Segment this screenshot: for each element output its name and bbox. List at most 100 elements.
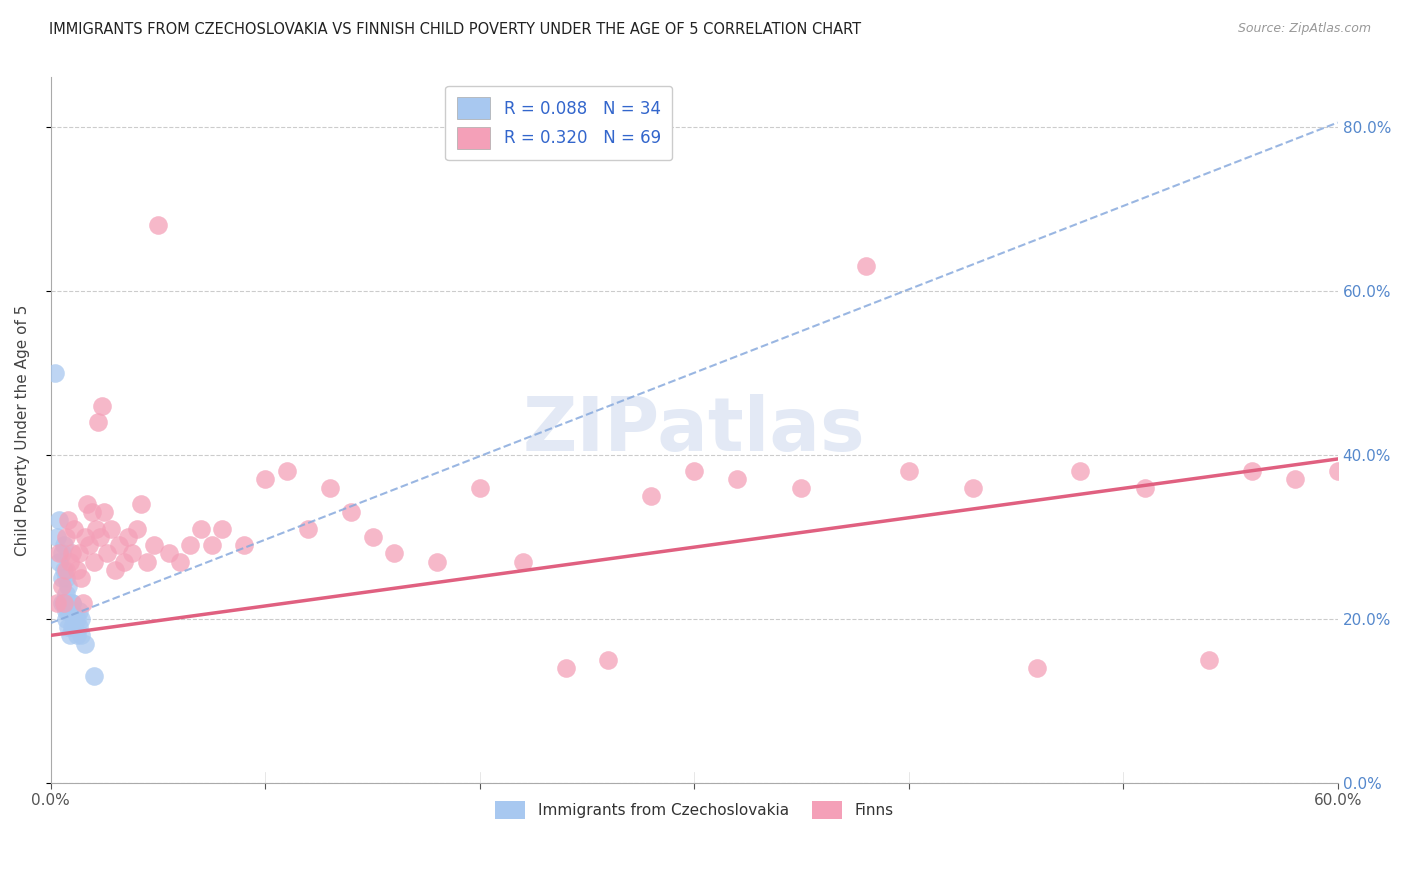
Point [468,481,491,495]
Point [55,563,77,577]
Point [56,514,79,528]
Point [51,595,73,609]
Point [83,669,105,683]
Point [1026,661,1049,675]
Point [361,530,384,544]
Point [297,522,319,536]
Y-axis label: Child Poverty Under the Age of 5: Child Poverty Under the Age of 5 [15,304,30,556]
Point [59,628,82,642]
Text: Source: ZipAtlas.com: Source: ZipAtlas.com [1237,22,1371,36]
Point [51,546,73,560]
Point [63,620,86,634]
Point [276,464,298,478]
Point [1069,464,1091,478]
Point [1240,464,1263,478]
Point [76,497,98,511]
Point [44,366,66,380]
Point [1284,473,1306,487]
Point [75,530,97,544]
Point [56,595,79,609]
Point [55,587,77,601]
Point [72,595,94,609]
Legend: Immigrants from Czechoslovakia, Finns: Immigrants from Czechoslovakia, Finns [489,795,900,825]
Point [790,481,813,495]
Point [75,636,97,650]
Point [962,481,984,495]
Point [104,563,127,577]
Point [59,604,82,618]
Point [51,571,73,585]
Point [56,620,79,634]
Point [382,546,405,560]
Point [89,530,111,544]
Point [87,415,110,429]
Point [855,259,877,273]
Point [554,661,576,675]
Point [48,514,70,528]
Point [55,604,77,618]
Point [52,538,75,552]
Point [46,530,69,544]
Point [59,555,82,569]
Point [112,555,135,569]
Point [96,546,118,560]
Point [60,546,83,560]
Point [70,571,93,585]
Point [51,579,73,593]
Point [79,538,101,552]
Point [340,505,363,519]
Point [117,530,139,544]
Point [65,563,87,577]
Point [232,538,254,552]
Point [1326,464,1348,478]
Point [91,399,114,413]
Point [426,555,449,569]
Point [93,505,115,519]
Point [83,555,105,569]
Point [52,595,75,609]
Point [683,464,706,478]
Point [80,505,103,519]
Point [55,530,77,544]
Point [254,473,277,487]
Point [1198,653,1220,667]
Point [125,522,148,536]
Point [70,612,93,626]
Point [84,522,107,536]
Point [67,620,90,634]
Point [67,546,90,560]
Point [640,489,662,503]
Point [725,473,748,487]
Point [70,628,93,642]
Point [201,538,224,552]
Point [60,595,83,609]
Point [108,538,131,552]
Point [63,522,86,536]
Point [46,595,69,609]
Point [169,555,191,569]
Point [48,555,70,569]
Point [211,522,233,536]
Point [146,218,169,232]
Point [60,620,83,634]
Point [60,604,83,618]
Point [52,595,75,609]
Point [129,497,152,511]
Point [318,481,340,495]
Point [897,464,920,478]
Point [100,522,122,536]
Point [56,579,79,593]
Point [136,555,159,569]
Point [52,563,75,577]
Point [179,538,201,552]
Point [190,522,212,536]
Point [598,653,620,667]
Point [512,555,534,569]
Point [55,612,77,626]
Point [157,546,180,560]
Text: IMMIGRANTS FROM CZECHOSLOVAKIA VS FINNISH CHILD POVERTY UNDER THE AGE OF 5 CORRE: IMMIGRANTS FROM CZECHOSLOVAKIA VS FINNIS… [49,22,862,37]
Point [48,546,70,560]
Point [56,604,79,618]
Point [63,612,86,626]
Text: ZIPatlas: ZIPatlas [523,393,866,467]
